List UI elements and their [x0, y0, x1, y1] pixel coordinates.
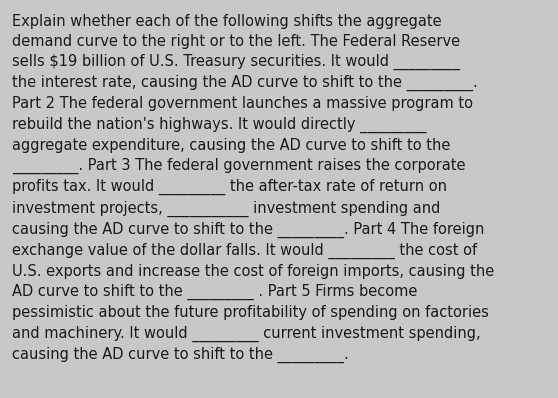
Text: Explain whether each of the following shifts the aggregate
demand curve to the r: Explain whether each of the following sh… — [12, 14, 494, 363]
